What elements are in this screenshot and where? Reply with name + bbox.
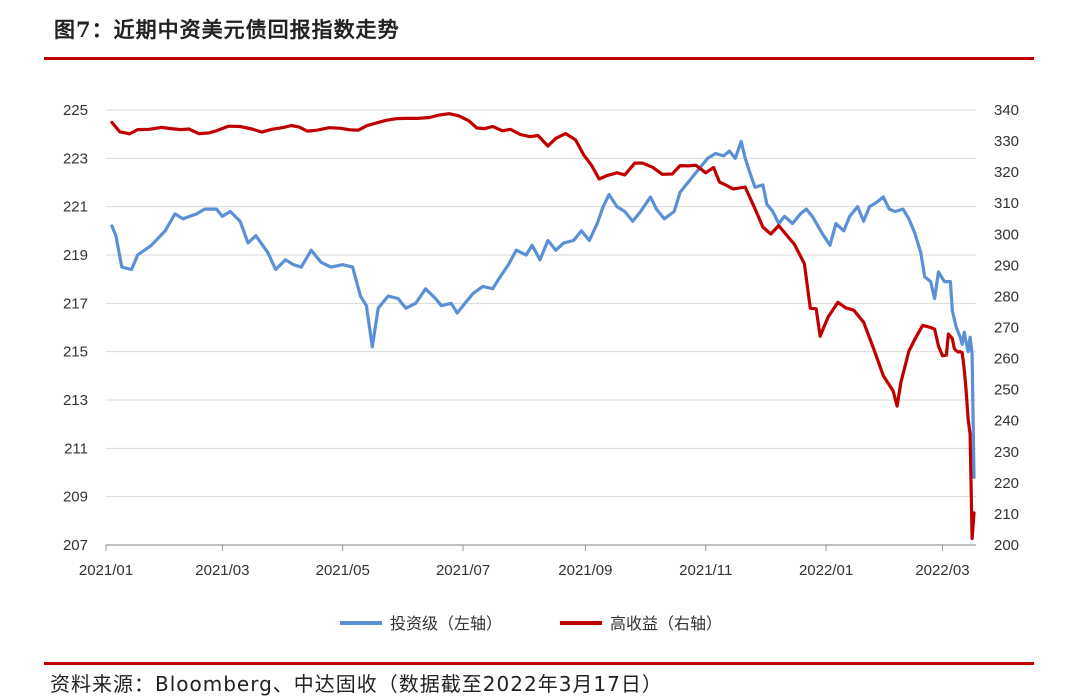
x-tick-label: 2021/01 xyxy=(79,562,133,579)
right-tick-label: 320 xyxy=(994,164,1019,181)
series-line-left xyxy=(110,139,976,479)
x-tick-label: 2021/11 xyxy=(679,562,732,579)
series-line-right xyxy=(110,112,976,541)
left-tick-label: 207 xyxy=(63,537,88,554)
chart-title: 图7：近期中资美元债回报指数走势 xyxy=(54,17,400,42)
x-tick-label: 2021/05 xyxy=(316,562,370,579)
x-tick-label: 2022/03 xyxy=(915,562,969,579)
left-tick-label: 221 xyxy=(63,199,88,216)
right-tick-label: 310 xyxy=(994,195,1019,212)
right-tick-label: 230 xyxy=(994,444,1019,461)
left-tick-label: 223 xyxy=(63,150,88,167)
x-tick-label: 2021/03 xyxy=(195,562,249,579)
left-tick-label: 225 xyxy=(63,102,88,119)
left-tick-label: 209 xyxy=(63,489,88,506)
right-axis-ticks: 340 330 320 310 300 290 280 270 260 250 240 230 220 2… xyxy=(994,102,1019,554)
x-tick-label: 2022/01 xyxy=(799,562,853,579)
legend-label: 高收益（右轴） xyxy=(610,614,722,633)
left-tick-label: 215 xyxy=(63,344,88,361)
right-tick-label: 200 xyxy=(994,537,1019,554)
legend-label: 投资级（左轴） xyxy=(390,614,502,633)
left-tick-label: 211 xyxy=(64,440,88,457)
left-tick-label: 217 xyxy=(63,295,88,312)
right-tick-label: 250 xyxy=(994,382,1019,399)
legend: 投资级（左轴） 高收益（右轴） xyxy=(340,614,722,633)
left-tick-label: 213 xyxy=(63,392,88,409)
line-chart: 225 223 221 219 217 215 213 211 209 207 340 330 320… xyxy=(63,102,1019,633)
x-tick-label: 2021/07 xyxy=(436,562,490,579)
right-tick-label: 340 xyxy=(994,102,1019,119)
x-axis-ticks: 2021/01 2021/03 2021/05 2021/07 2021/09 2021/… xyxy=(79,545,970,579)
right-tick-label: 210 xyxy=(994,506,1019,523)
right-tick-label: 300 xyxy=(994,226,1019,243)
right-tick-label: 280 xyxy=(994,288,1019,305)
series-layer xyxy=(110,112,976,541)
source-rule xyxy=(44,662,1034,665)
left-axis-ticks: 225 223 221 219 217 215 213 211 209 207 xyxy=(63,102,88,554)
title-rule xyxy=(44,57,1034,60)
right-tick-label: 330 xyxy=(994,133,1019,150)
right-tick-label: 260 xyxy=(994,351,1019,368)
right-tick-label: 220 xyxy=(994,475,1019,492)
right-tick-label: 270 xyxy=(994,320,1019,337)
left-tick-label: 219 xyxy=(63,247,88,264)
right-tick-label: 290 xyxy=(994,257,1019,274)
right-tick-label: 240 xyxy=(994,413,1019,430)
x-tick-label: 2021/09 xyxy=(558,562,612,579)
gridlines xyxy=(106,109,976,498)
source-note: 资料来源：Bloomberg、中达固收（数据截至2022年3月17日） xyxy=(50,672,663,696)
